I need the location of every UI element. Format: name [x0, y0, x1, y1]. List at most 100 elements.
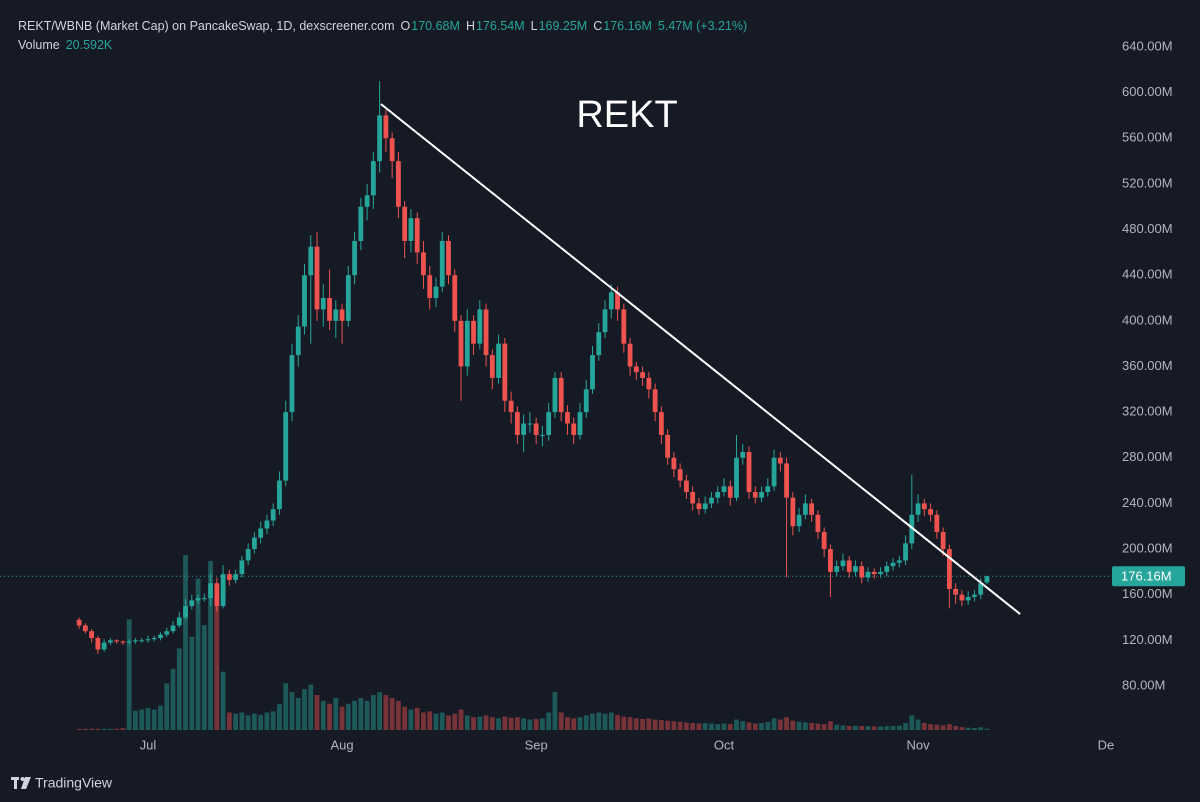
- volume-bar: [108, 728, 113, 730]
- candle-body: [345, 275, 351, 321]
- candle-body: [226, 574, 232, 580]
- volume-bar: [333, 697, 339, 730]
- candle-body: [565, 412, 570, 424]
- volume-bar: [396, 700, 401, 730]
- volume-bar: [471, 717, 476, 730]
- volume-bar: [120, 728, 126, 730]
- volume-bar: [302, 689, 307, 730]
- volume-bar: [590, 713, 595, 730]
- candle-body: [427, 275, 433, 299]
- volume-bar: [508, 717, 514, 730]
- candle-body: [884, 566, 890, 572]
- volume-bar: [446, 715, 451, 730]
- candle-body: [158, 634, 163, 639]
- candle-body: [878, 571, 883, 575]
- candle-body: [126, 641, 132, 643]
- volume-bar: [959, 727, 965, 730]
- candle-body: [258, 528, 264, 538]
- volume-bar: [383, 695, 389, 730]
- candle-body: [76, 619, 82, 626]
- candle-body: [921, 503, 927, 510]
- brand: TradingView: [35, 775, 113, 791]
- volume-bar: [665, 720, 671, 730]
- volume-bar: [201, 625, 207, 730]
- candle-body: [252, 537, 257, 550]
- volume-value: 20.592K: [65, 38, 113, 52]
- volume-bar: [289, 692, 295, 730]
- candle-body: [396, 161, 401, 207]
- volume-bar: [671, 721, 677, 730]
- volume-bar: [89, 728, 95, 730]
- ohlc-value: 170.68M: [411, 19, 460, 33]
- candle-body: [183, 606, 188, 618]
- volume-bar: [746, 722, 752, 730]
- candle-body: [652, 389, 658, 413]
- candle-body: [965, 596, 971, 601]
- volume-bar: [139, 709, 145, 730]
- candle-body: [483, 309, 489, 356]
- volume-bar: [809, 723, 815, 730]
- volume-bar: [978, 727, 984, 730]
- volume-bar: [577, 717, 583, 730]
- candle-body: [640, 372, 645, 378]
- volume-bar: [489, 717, 495, 730]
- volume-bar: [245, 715, 251, 730]
- volume-bar: [370, 695, 376, 730]
- ohlc-value: 176.54M: [475, 19, 525, 33]
- candle-body: [245, 549, 251, 561]
- volume-bar: [633, 718, 639, 730]
- candle-body: [201, 598, 207, 600]
- candle-body: [903, 543, 908, 561]
- volume-bar: [283, 683, 289, 730]
- volume-bar: [878, 726, 883, 730]
- volume-bar: [183, 555, 188, 730]
- volume-bar: [790, 720, 796, 730]
- y-tick-label: 280.00M: [1122, 449, 1173, 464]
- candle-body: [82, 625, 88, 632]
- candle-body: [759, 491, 764, 498]
- price-axis: 80.00M 120.00M 160.00M 200.00M 240.00M 280.00…: [1112, 38, 1185, 692]
- candle-body: [627, 343, 633, 367]
- y-tick-label: 80.00M: [1122, 677, 1165, 692]
- volume-bar: [984, 728, 990, 730]
- candle-body: [915, 503, 921, 515]
- volume-bar: [521, 718, 527, 730]
- candle-body: [959, 594, 965, 601]
- candle-body: [602, 309, 608, 333]
- volume-bar: [871, 726, 877, 730]
- candle-body: [828, 549, 833, 572]
- candle-body: [859, 566, 865, 578]
- candle-body: [871, 571, 877, 575]
- candle-body: [934, 514, 940, 532]
- volume-bar: [164, 683, 170, 730]
- volume-bar: [352, 700, 357, 730]
- candle-body: [533, 423, 539, 435]
- candle-body: [928, 509, 933, 515]
- candle-body: [446, 240, 451, 276]
- candle-body: [421, 252, 426, 276]
- volume-bar: [364, 700, 370, 730]
- volume-bar: [540, 718, 545, 730]
- volume-bar: [684, 722, 689, 730]
- volume-bar: [909, 715, 915, 730]
- volume-bar: [884, 726, 890, 730]
- volume-bar: [853, 725, 858, 730]
- volume-bar: [402, 706, 408, 730]
- volume-bar: [477, 716, 483, 730]
- candle-body: [527, 423, 533, 425]
- volume-bar: [621, 716, 627, 730]
- candle-body: [608, 292, 614, 310]
- ohlc-value: 169.25M: [538, 19, 588, 33]
- candle-body: [615, 292, 620, 310]
- volume-bar: [928, 724, 933, 730]
- volume-bar: [802, 722, 808, 730]
- change: 5.47M (+3.21%): [657, 19, 748, 33]
- volume-bar: [596, 712, 602, 730]
- volume-bar: [677, 721, 683, 730]
- candle-body: [658, 412, 664, 435]
- volume-bar: [114, 728, 120, 730]
- candle-body: [590, 355, 595, 390]
- volume-bar: [189, 636, 195, 730]
- candle-body: [514, 412, 520, 435]
- volume-bar: [439, 712, 445, 730]
